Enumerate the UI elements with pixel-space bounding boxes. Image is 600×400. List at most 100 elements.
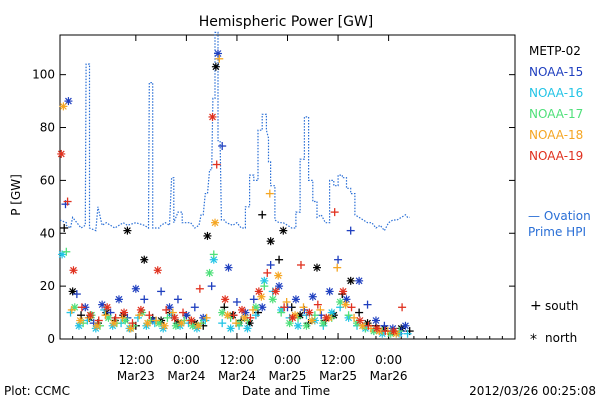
x-tick-time-label: 0:00 — [375, 353, 402, 367]
south-marker — [296, 260, 305, 269]
south-marker — [209, 250, 218, 259]
south-marker — [266, 260, 275, 269]
north-marker — [187, 316, 196, 325]
south-marker — [232, 297, 241, 306]
north-marker — [205, 268, 214, 277]
north-marker — [291, 295, 300, 304]
north-marker — [126, 324, 135, 333]
north-marker — [203, 231, 212, 240]
legend-noaa-17: NOAA-17 — [529, 107, 583, 121]
south-marker — [218, 142, 227, 151]
y-tick-label: 100 — [32, 68, 55, 82]
y-tick-label: 60 — [40, 173, 55, 187]
south-marker — [215, 54, 224, 63]
marker-legend: + south * north — [530, 298, 579, 348]
south-marker — [299, 303, 308, 312]
south-marker — [263, 268, 272, 277]
north-marker — [211, 62, 220, 71]
south-marker — [111, 313, 120, 322]
y-tick-label: 80 — [40, 121, 55, 135]
south-marker — [330, 208, 339, 217]
x-tick-time-label: 0:00 — [173, 353, 200, 367]
north-marker — [238, 305, 246, 314]
south-marker — [128, 319, 137, 328]
north-marker — [307, 316, 316, 325]
north-marker — [312, 263, 321, 272]
north-marker — [93, 321, 102, 330]
north-marker — [153, 266, 162, 275]
north-marker — [171, 321, 180, 330]
ovation-legend: — Ovation Prime HPI — [528, 209, 591, 239]
south-marker — [173, 295, 182, 304]
north-marker — [322, 313, 331, 322]
legend-noaa-15: NOAA-15 — [529, 65, 583, 79]
south-marker — [212, 160, 221, 169]
south-marker — [229, 311, 238, 320]
north-marker — [170, 313, 179, 322]
south-marker — [355, 308, 364, 317]
south-marker — [77, 311, 86, 320]
south-marker — [157, 287, 166, 296]
north-marker — [294, 321, 303, 330]
south-marker — [282, 297, 291, 306]
north-marker — [355, 276, 364, 285]
north-marker — [288, 313, 297, 322]
y-tick-label: 0 — [47, 332, 55, 346]
series-metp-02 — [60, 62, 414, 336]
south-marker — [77, 303, 86, 312]
north-marker — [131, 284, 140, 293]
north-marker — [389, 327, 398, 336]
north-marker — [279, 226, 288, 235]
north-marker — [274, 271, 283, 280]
south-marker — [364, 321, 373, 330]
plot-frame — [59, 34, 516, 340]
south-marker — [380, 321, 389, 330]
north-marker — [268, 295, 277, 304]
south-marker — [398, 303, 407, 312]
y-axis: 0 20 40 60 80 100 — [32, 68, 515, 346]
south-marker — [258, 210, 267, 219]
y-tick-label: 20 — [40, 279, 55, 293]
x-tick-date-label: Mar24 — [167, 369, 205, 383]
south-marker — [344, 311, 353, 320]
plot-area: 0 20 40 60 80 100 12:00 Mar23 0:00 Mar24 12:00 Mar… — [32, 31, 516, 383]
south-marker — [265, 189, 274, 198]
north-marker — [211, 218, 220, 227]
ovation-prime-hpi-line — [59, 31, 410, 232]
x-tick-time-label: 12:00 — [321, 353, 356, 367]
south-marker — [248, 305, 257, 314]
legend-noaa-19: NOAA-19 — [529, 149, 583, 163]
south-marker — [62, 247, 71, 256]
south-marker — [218, 319, 227, 328]
south-marker — [202, 313, 211, 322]
north-marker — [188, 321, 197, 330]
north-marker — [194, 321, 203, 330]
south-marker — [72, 290, 81, 299]
south-marker — [251, 311, 260, 320]
south-marker — [280, 303, 289, 312]
legend-noaa-18: NOAA-18 — [529, 128, 583, 142]
satellite-legend: METP-02 NOAA-15 NOAA-16 NOAA-17 NOAA-18 NOAA-… — [529, 44, 583, 163]
x-tick-date-label: Mar26 — [370, 369, 408, 383]
series-noaa-19 — [57, 112, 407, 336]
north-marker — [308, 292, 317, 301]
north-marker — [302, 321, 311, 330]
north-marker — [221, 295, 230, 304]
north-marker — [243, 324, 252, 333]
y-axis-label: P [GW] — [9, 174, 23, 216]
north-marker — [103, 303, 112, 312]
south-marker — [63, 197, 72, 206]
south-marker — [260, 282, 269, 291]
chart-title: Hemispheric Power [GW] — [199, 14, 374, 30]
north-marker — [355, 316, 364, 325]
y-tick-label: 40 — [40, 226, 55, 240]
north-marker — [57, 149, 66, 158]
series-noaa-18 — [59, 54, 401, 338]
north-marker — [160, 321, 169, 330]
south-marker — [140, 295, 149, 304]
north-marker — [59, 102, 68, 111]
south-marker — [60, 223, 69, 232]
x-tick-date-label: Mar23 — [117, 369, 155, 383]
south-marker — [67, 305, 76, 314]
south-marker — [334, 255, 343, 264]
